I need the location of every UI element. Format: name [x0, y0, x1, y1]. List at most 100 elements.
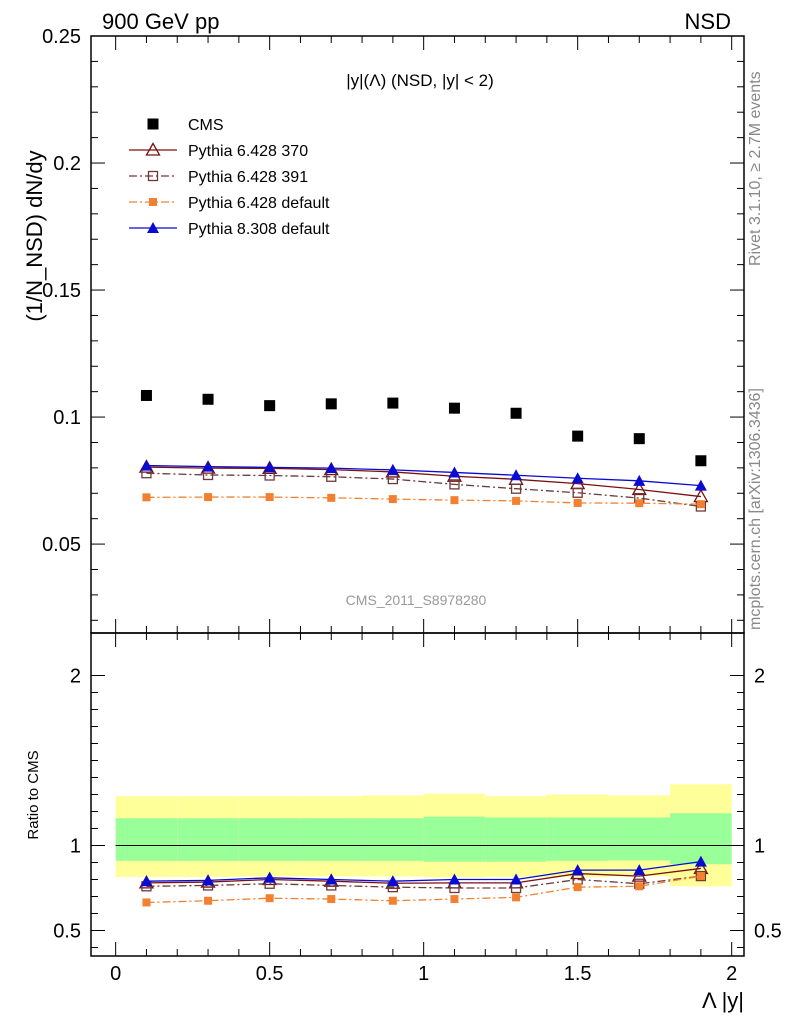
ratio-y-tick-label-right: 0.5 [754, 921, 782, 943]
ratio-y-tick-label-right: 2 [754, 666, 765, 688]
data-point-3 [635, 499, 644, 508]
ratio-line-2 [146, 875, 701, 904]
ratio-ylabel: Ratio to CMS [25, 750, 42, 839]
data-point-4 [633, 474, 646, 486]
ratio-point-3 [386, 875, 399, 887]
watermark: CMS_2011_S8978280 [346, 592, 487, 608]
data-point-2 [572, 487, 583, 498]
ratio-line-3 [146, 861, 701, 882]
ratio-y-tick-label: 2 [70, 666, 81, 688]
series-line-1 [146, 466, 701, 498]
ratio-y-tick-label: 0.5 [53, 921, 81, 943]
data-point-3 [327, 493, 336, 502]
ratio-point-3 [633, 864, 646, 876]
band-inner [177, 818, 239, 861]
data-point-4 [140, 459, 153, 471]
ratio-xlabel: Λ |y| [702, 988, 744, 1013]
data-point-3 [265, 493, 274, 502]
x-tick-label: 1.5 [564, 963, 592, 985]
data-point-3 [204, 493, 213, 502]
data-point-3 [573, 498, 582, 507]
data-point-0 [448, 402, 460, 414]
main-ylabel: (1/N_NSD) dN/dy [22, 150, 47, 321]
ratio-data-marks [138, 855, 709, 907]
legend-label: Pythia 6.428 default [188, 195, 330, 212]
data-point-0 [572, 430, 584, 442]
x-tick-label: 0.5 [256, 963, 284, 985]
data-point-4 [263, 461, 276, 473]
legend-marker [147, 222, 159, 233]
data-point-3 [512, 496, 521, 505]
ratio-point-3 [571, 864, 584, 876]
ratio-point-3 [448, 873, 461, 885]
ratio-point-2 [142, 898, 151, 907]
main-axes-ticks: 0.05 0.1 0.15 0.2 0.25 [42, 26, 744, 633]
data-point-3 [388, 495, 397, 504]
data-point-4 [694, 479, 707, 491]
band-inner [238, 818, 301, 861]
band-inner [300, 818, 363, 861]
legend-label: Pythia 8.308 default [188, 221, 330, 238]
ratio-panel: 0 0.5 1 1.5 2 0.5 0.5 1 1 2 2 Ratio to CMS Λ |y| [25, 632, 782, 1013]
band-inner [115, 818, 178, 861]
legend-marker [147, 170, 159, 182]
data-point-3 [142, 493, 151, 502]
ratio-point-2 [388, 896, 397, 905]
data-point-0 [264, 400, 276, 412]
ratio-point-3 [202, 874, 215, 886]
data-point-4 [202, 460, 215, 472]
ratio-frame [90, 632, 745, 957]
data-point-1 [631, 481, 647, 496]
data-point-0 [695, 455, 707, 467]
data-point-4 [448, 466, 461, 478]
x-tick-label: 2 [726, 963, 737, 985]
ratio-point-3 [694, 855, 707, 867]
legend-label: Pythia 6.428 370 [188, 143, 308, 160]
header-right: NSD [685, 9, 731, 34]
data-point-4 [325, 462, 338, 474]
ratio-point-3 [263, 871, 276, 883]
data-point-0 [387, 397, 399, 409]
ratio-point-1 [695, 870, 707, 882]
legend: CMS Pythia 6.428 370 Pythia 6.428 391 Pythi… [129, 117, 330, 238]
data-point-2 [510, 483, 522, 494]
legend-marker [145, 142, 161, 156]
ratio-point-3 [325, 873, 338, 885]
data-point-4 [510, 469, 523, 481]
data-point-4 [386, 463, 399, 475]
data-point-3 [450, 496, 459, 505]
y-tick-label: 0.1 [53, 407, 81, 429]
series-line-3 [146, 496, 701, 505]
main-plot-title: |y|(Λ) (NSD, |y| < 2) [346, 71, 494, 90]
ratio-point-2 [573, 883, 582, 892]
data-point-0 [202, 393, 214, 405]
ratio-point-2 [450, 895, 459, 904]
x-tick-label: 0 [110, 963, 121, 985]
main-panel: 0.05 0.1 0.15 0.2 0.25 |y|(Λ) (NSD, |y| < 2)… [22, 26, 745, 634]
series-line-2 [146, 472, 701, 508]
legend-label: Pythia 6.428 391 [188, 169, 308, 186]
data-point-0 [325, 398, 337, 410]
band-inner [546, 817, 609, 861]
data-point-2 [449, 479, 460, 490]
ratio-point-2 [265, 894, 274, 903]
ratio-y-tick-label: 1 [70, 836, 81, 858]
data-point-0 [510, 407, 522, 419]
header-left: 900 GeV pp [102, 9, 219, 34]
band-inner [485, 817, 547, 862]
data-point-4 [571, 472, 584, 484]
legend-marker [149, 198, 157, 206]
band-inner [423, 816, 486, 862]
y-tick-label: 0.15 [42, 280, 81, 302]
ratio-line-0 [146, 867, 701, 884]
y-tick-label: 0.2 [53, 153, 81, 175]
ratio-point-3 [140, 875, 153, 887]
ratio-line-1 [146, 875, 701, 889]
ratio-axes-ticks: 0 0.5 1 1.5 2 0.5 0.5 1 1 2 2 [53, 633, 782, 985]
band-inner [362, 818, 424, 861]
ratio-point-2 [327, 895, 336, 904]
rivet-label: Rivet 3.1.10, ≥ 2.7M events [747, 71, 764, 266]
ratio-uncertainty-bands [115, 784, 732, 887]
data-point-3 [696, 500, 705, 509]
series-line-4 [146, 464, 701, 487]
